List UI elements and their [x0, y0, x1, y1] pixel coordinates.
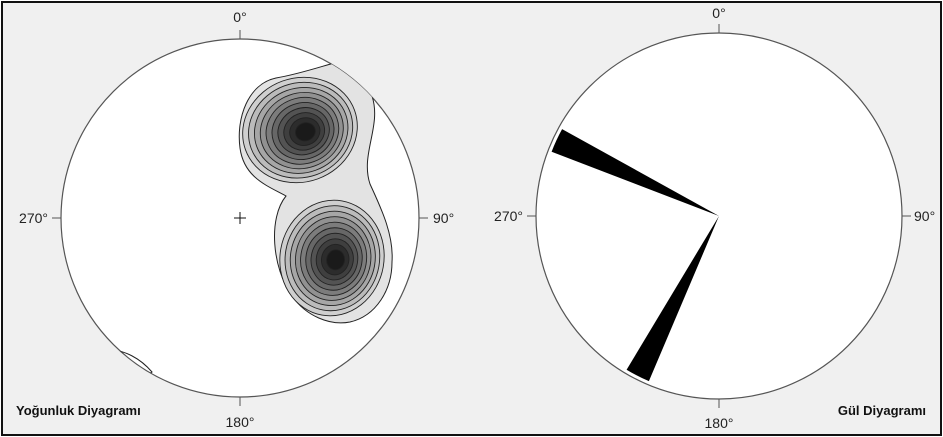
rose-label-south: 180°	[705, 415, 734, 431]
density-label-south: 180°	[226, 414, 255, 430]
density-contours	[109, 59, 393, 397]
upperCluster-contour-10	[295, 122, 316, 142]
density-label-north: 0°	[233, 9, 246, 25]
rose-label-west: 270°	[494, 208, 523, 224]
rose-panel-title: Gül Diyagramı	[838, 403, 926, 418]
plus-marker-icon	[234, 212, 246, 224]
rose-label-north: 0°	[712, 5, 725, 21]
density-label-east: 90°	[433, 210, 454, 226]
density-cluster-south-east	[279, 199, 385, 317]
rose-cardinal-ticks	[527, 24, 911, 408]
rose-petals	[551, 129, 719, 382]
rose-petal-1	[551, 129, 719, 216]
density-cluster-north-east	[242, 76, 358, 184]
density-label-west: 270°	[19, 210, 48, 226]
rose-diagram: 0° 180° 270° 90° Gül Diyagramı	[494, 5, 935, 431]
lowerCluster-contour-10	[326, 249, 345, 271]
density-diagram: 0° 180° 270° 90° Yoğunluk Diyagramı	[16, 9, 454, 430]
rose-petal-2	[626, 216, 719, 382]
rose-label-east: 90°	[914, 208, 935, 224]
density-cardinal-ticks	[52, 30, 428, 406]
density-panel-title: Yoğunluk Diyagramı	[16, 403, 141, 418]
